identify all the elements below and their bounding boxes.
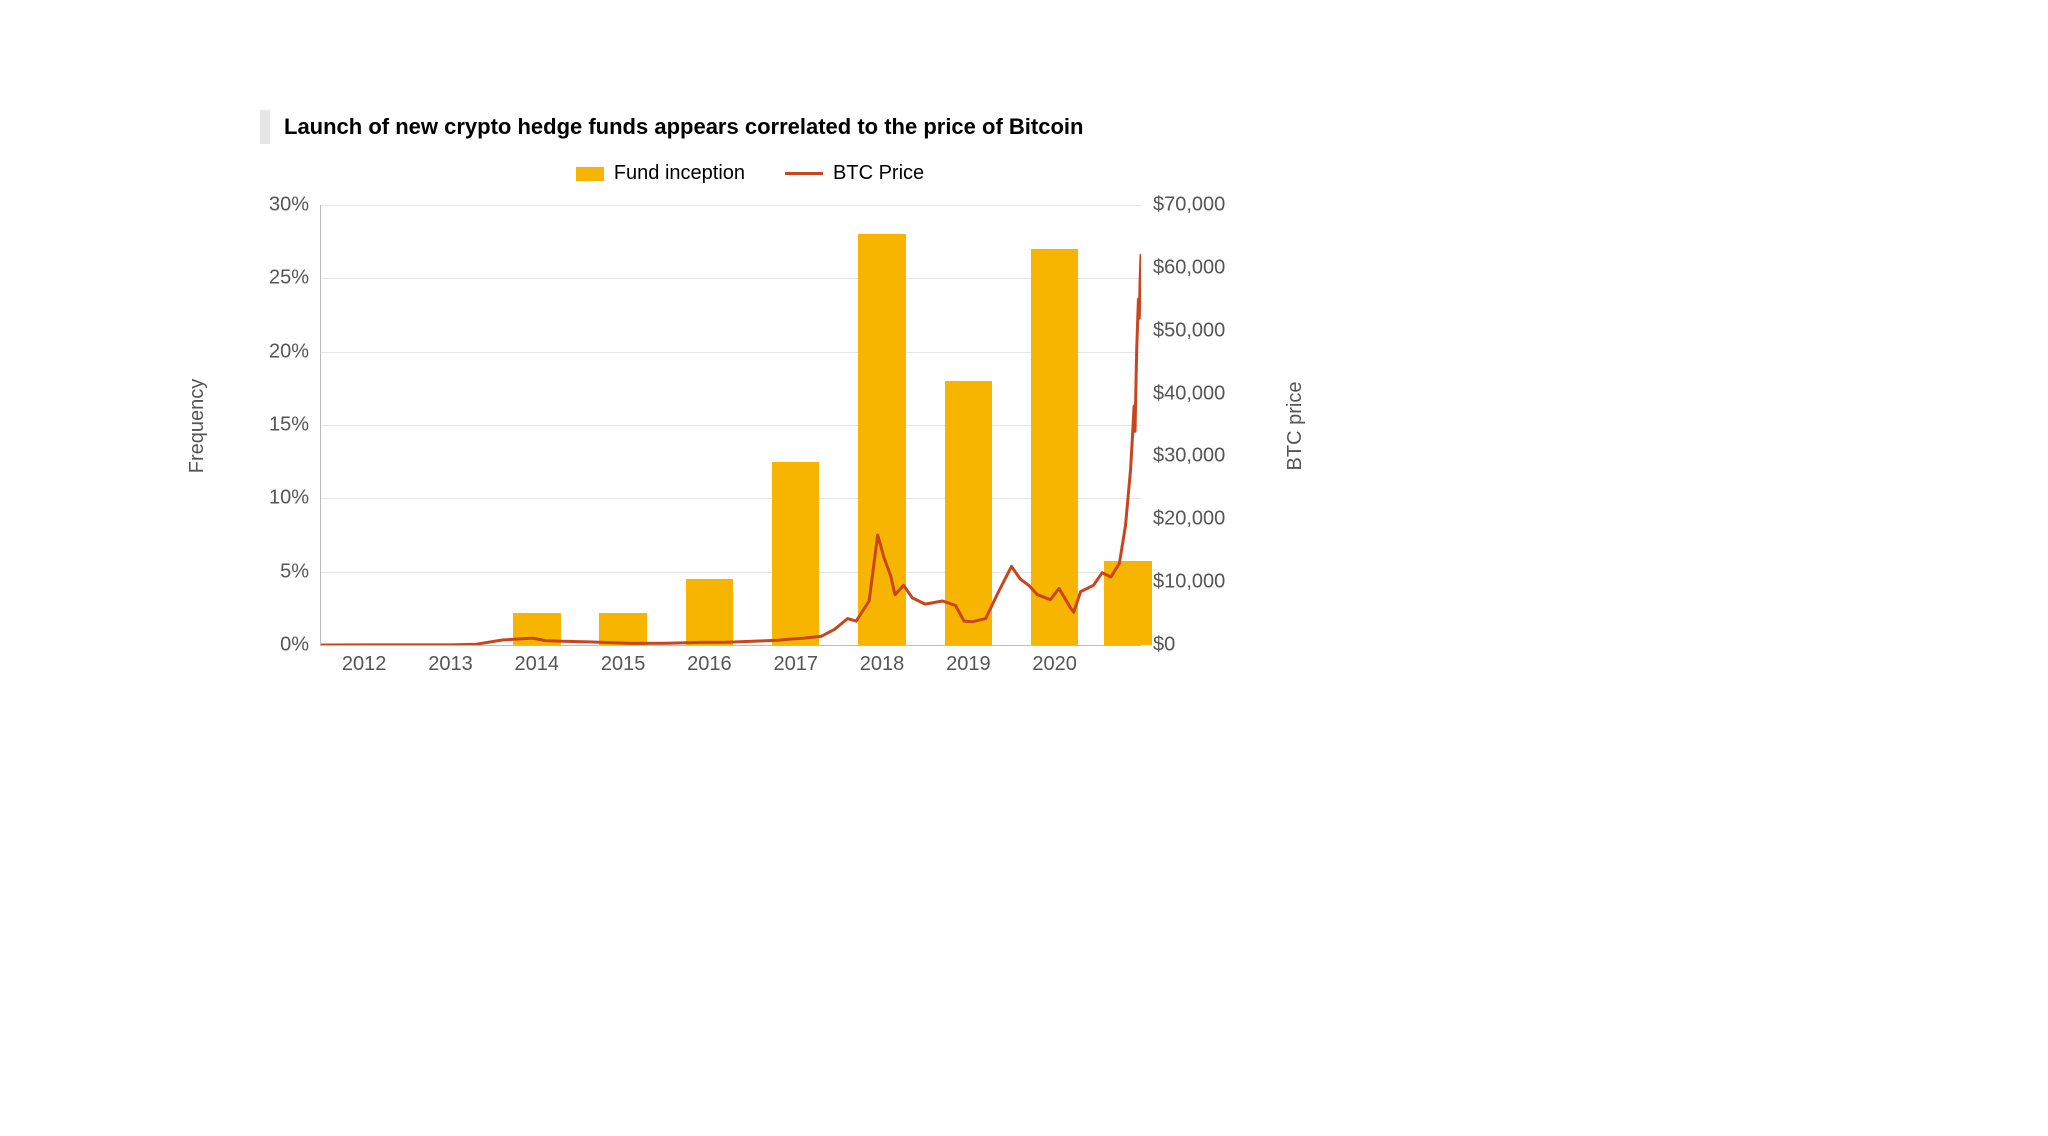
x-tick: 2017 [773,653,818,676]
y-tick-right: $40,000 [1153,382,1225,405]
chart-container: Launch of new crypto hedge funds appears… [260,110,1240,646]
y-tick-left: 20% [269,340,309,363]
y-tick-left: 25% [269,267,309,290]
y-tick-right: $30,000 [1153,445,1225,468]
y-tick-right: $0 [1153,634,1175,657]
legend-label: BTC Price [833,162,924,185]
x-tick: 2012 [342,653,387,676]
bar [945,381,992,645]
x-tick: 2014 [515,653,560,676]
bar [858,234,905,645]
y-tick-left: 0% [280,634,309,657]
legend-item-btc-price: BTC Price [785,162,924,185]
plot-area: 0%5%10%15%20%25%30% $0$10,000$20,000$30,… [320,205,1141,646]
chart-title: Launch of new crypto hedge funds appears… [284,114,1083,140]
bar [1104,561,1151,645]
x-tick: 2015 [601,653,646,676]
legend-item-fund-inception: Fund inception [576,162,745,185]
y-tick-right: $60,000 [1153,256,1225,279]
y-tick-right: $50,000 [1153,319,1225,342]
x-tick: 2013 [428,653,473,676]
y-tick-left: 15% [269,414,309,437]
bar [686,579,733,645]
title-accent-bar [260,110,270,144]
chart-legend: Fund inception BTC Price [260,162,1240,185]
bar [513,613,560,645]
y-tick-left: 10% [269,487,309,510]
y-tick-right: $70,000 [1153,194,1225,217]
y-axis-label-left: Frequency [186,378,209,473]
plot-outer: Frequency 0%5%10%15%20%25%30% $0$10,000$… [260,205,1240,646]
bar [772,462,819,645]
bar [599,613,646,645]
x-tick: 2018 [860,653,905,676]
legend-swatch-line [785,172,823,175]
x-tick: 2019 [946,653,991,676]
legend-label: Fund inception [614,162,745,185]
bar [1031,249,1078,645]
chart-title-row: Launch of new crypto hedge funds appears… [260,110,1240,144]
bar-series [321,205,1141,645]
y-tick-right: $20,000 [1153,508,1225,531]
y-tick-left: 30% [269,194,309,217]
y-tick-right: $10,000 [1153,571,1225,594]
y-axis-label-right: BTC price [1284,381,1307,470]
x-tick: 2020 [1032,653,1077,676]
legend-swatch-bar [576,167,604,181]
x-tick: 2016 [687,653,732,676]
y-tick-left: 5% [280,560,309,583]
